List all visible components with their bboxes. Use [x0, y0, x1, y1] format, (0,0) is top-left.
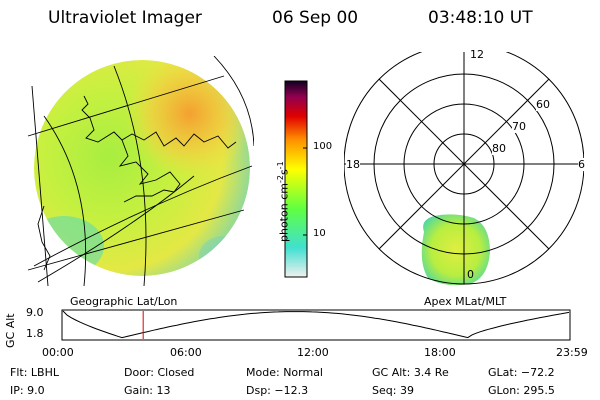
- coastline-west: [37, 205, 51, 271]
- parallel-line-2: [33, 165, 253, 267]
- right-panel-label: Apex MLat/MLT: [424, 295, 507, 308]
- colorbar-unit-label: photon cm-2s-1: [276, 161, 291, 242]
- time-label: 03:48:10 UT: [428, 8, 533, 28]
- info-seq: Seq: 39: [372, 384, 414, 397]
- polar-plot: [344, 52, 584, 286]
- timeline-ymin: 1.8: [26, 327, 44, 340]
- timeline-plot: [61, 309, 571, 341]
- info-dsp-value: −12.3: [274, 384, 309, 397]
- parallel-line-3: [27, 209, 245, 271]
- colorbar-tick-10: 10: [313, 228, 326, 239]
- info-flt-value: LBHL: [30, 366, 59, 379]
- polar-diagonal-2: [378, 78, 550, 250]
- info-glon: GLon: 295.5: [488, 384, 555, 397]
- info-ip: IP: 9.0: [10, 384, 45, 397]
- outer-arc: [213, 56, 254, 147]
- mlt-label-0: 0: [467, 268, 474, 281]
- info-mode-value: Normal: [283, 366, 323, 379]
- altitude-curve: [62, 310, 570, 339]
- info-mode: Mode: Normal: [246, 366, 323, 379]
- parallel-line-4: [37, 175, 195, 283]
- coastline-south: [118, 139, 181, 203]
- colorbar-unit-exp1: -2: [276, 175, 285, 184]
- lat-label-60: 60: [536, 98, 550, 111]
- info-gcalt-value: 3.4 Re: [413, 366, 449, 379]
- meridian-line-3: [31, 85, 49, 286]
- colorbar-tick-100: 100: [313, 141, 333, 152]
- info-gcalt: GC Alt: 3.4 Re: [372, 366, 449, 379]
- meridian-line-2: [43, 115, 87, 286]
- mlt-label-6: 6: [578, 158, 585, 171]
- info-door: Door: Closed: [124, 366, 195, 379]
- colorbar-unit-mid: s: [277, 169, 291, 176]
- info-door-value: Closed: [157, 366, 195, 379]
- timeline-tick-4: 23:59: [556, 346, 588, 359]
- parallel-line-1: [27, 75, 225, 137]
- lat-label-80: 80: [492, 142, 506, 155]
- lat-label-70: 70: [512, 120, 526, 133]
- info-dsp: Dsp: −12.3: [246, 384, 309, 397]
- info-gain-value: 13: [156, 384, 171, 397]
- info-flt: Flt: LBHL: [10, 366, 59, 379]
- info-glat: GLat: −72.2: [488, 366, 555, 379]
- coastline-north: [81, 95, 237, 149]
- colorbar-unit-prefix: photon cm: [277, 183, 291, 242]
- mlt-label-18: 18: [346, 158, 360, 171]
- colorbar-unit-exp2: -1: [276, 161, 285, 170]
- auroral-blob: [421, 214, 490, 286]
- timeline-ylabel: GC Alt: [4, 313, 17, 348]
- info-glon-value: 295.5: [523, 384, 555, 397]
- geographic-image-panel: [27, 56, 254, 286]
- info-seq-value: 39: [399, 384, 414, 397]
- left-panel-label: Geographic Lat/Lon: [70, 295, 178, 308]
- mlt-label-12: 12: [470, 48, 484, 61]
- auroral-disk: [34, 60, 250, 276]
- meridian-line-1: [113, 65, 147, 286]
- timeline-tick-3: 18:00: [424, 346, 456, 359]
- date-label: 06 Sep 00: [272, 8, 359, 28]
- timeline-tick-1: 06:00: [170, 346, 202, 359]
- timeline-frame: [61, 309, 571, 341]
- timeline-ymax: 9.0: [26, 306, 44, 319]
- timeline-tick-2: 12:00: [297, 346, 329, 359]
- info-glat-value: −72.2: [520, 366, 555, 379]
- info-gain: Gain: 13: [124, 384, 171, 397]
- colorbar: [284, 80, 308, 278]
- info-ip-value: 9.0: [27, 384, 45, 397]
- timeline-tick-0: 00:00: [42, 346, 74, 359]
- instrument-title: Ultraviolet Imager: [48, 8, 202, 28]
